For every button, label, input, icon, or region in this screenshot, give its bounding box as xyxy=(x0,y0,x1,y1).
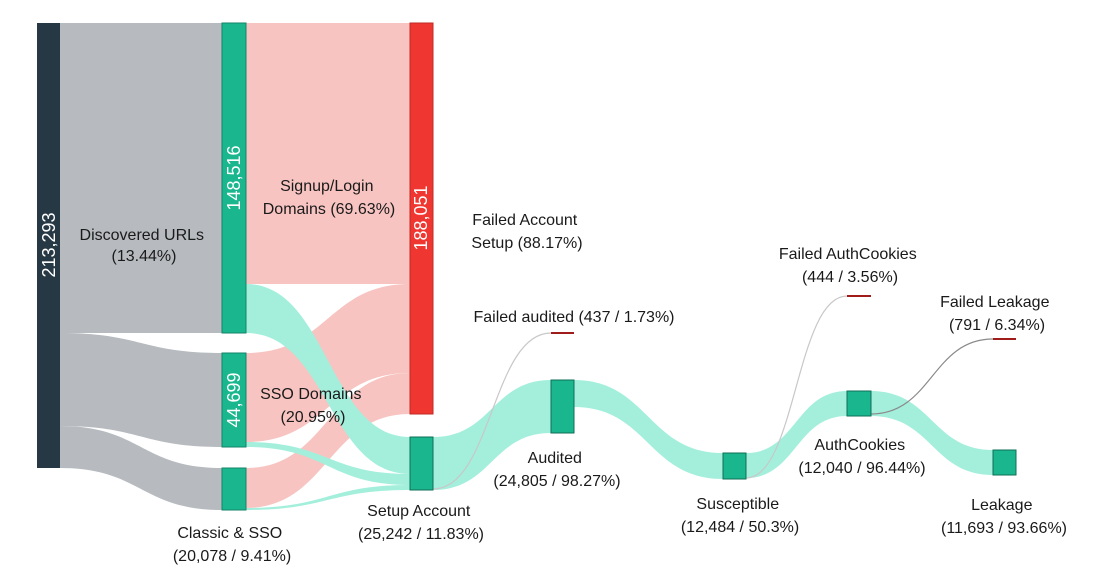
nodes xyxy=(37,22,1017,511)
flow-signup-setup xyxy=(246,284,410,474)
value-total: 213,293 xyxy=(39,212,59,277)
flow-audited-susceptible xyxy=(574,380,723,479)
label-setup-account: Setup Account (25,242 / 11.83%) xyxy=(358,503,484,543)
flow-susceptible-failed-authcookies xyxy=(745,295,848,479)
node-authcookies xyxy=(846,390,872,417)
label-authcookies: AuthCookies (12,040 / 96.44%) xyxy=(798,437,925,477)
flow-authcookies-failed-leakage xyxy=(870,338,994,415)
flow-susceptible-authcookies xyxy=(746,391,847,478)
node-labels: Discovered URLs (13.44%) Signup/Login Do… xyxy=(80,178,1067,565)
value-signup: 148,516 xyxy=(224,145,244,210)
label-susceptible: Susceptible (12,484 / 50.3%) xyxy=(681,496,799,536)
label-failed-authcookies: Failed AuthCookies (444 / 3.56%) xyxy=(779,246,921,286)
value-failed-account: 188,051 xyxy=(411,185,431,250)
node-failed-leakage xyxy=(993,338,1016,340)
node-failed-authcookies xyxy=(847,295,871,297)
label-signup: Signup/Login Domains (69.63%) xyxy=(263,178,396,218)
flow-setup-audited xyxy=(433,380,551,490)
vertical-value-labels: 213,293 148,516 44,699 188,051 xyxy=(39,145,431,427)
flow-total-signup xyxy=(60,23,222,333)
flow-total-sso xyxy=(60,333,222,447)
label-leakage: Leakage (11,693 / 93.66%) xyxy=(941,497,1067,537)
node-sso xyxy=(221,352,247,448)
flows xyxy=(60,23,994,510)
node-audited xyxy=(550,379,575,434)
label-failed-account: Failed Account Setup (88.17%) xyxy=(471,212,582,252)
flow-sso-setup xyxy=(246,442,410,485)
node-failed-account xyxy=(409,22,434,415)
node-classic-sso xyxy=(221,467,247,511)
label-discovered: Discovered URLs (13.44%) xyxy=(80,227,209,265)
flow-classic-setup xyxy=(246,485,410,510)
node-failed-audited xyxy=(551,332,574,334)
flow-setup-failed-audited xyxy=(432,332,552,490)
flow-signup-failed xyxy=(246,23,410,284)
flow-authcookies-leakage xyxy=(871,391,993,475)
label-failed-leakage: Failed Leakage (791 / 6.34%) xyxy=(940,294,1054,334)
value-sso: 44,699 xyxy=(224,372,244,427)
node-susceptible xyxy=(722,452,747,480)
node-total xyxy=(37,23,60,468)
label-audited: Audited (24,805 / 98.27%) xyxy=(493,450,620,490)
flow-classic-failed xyxy=(246,373,410,508)
label-classic-sso: Classic & SSO (20,078 / 9.41%) xyxy=(173,525,291,565)
label-sso: SSO Domains (20.95%) xyxy=(260,386,366,426)
node-setup-account xyxy=(409,436,434,491)
label-failed-audited: Failed audited (437 / 1.73%) xyxy=(473,309,674,326)
node-signup xyxy=(221,22,247,334)
node-leakage xyxy=(992,449,1017,476)
flow-total-classic xyxy=(60,426,222,510)
